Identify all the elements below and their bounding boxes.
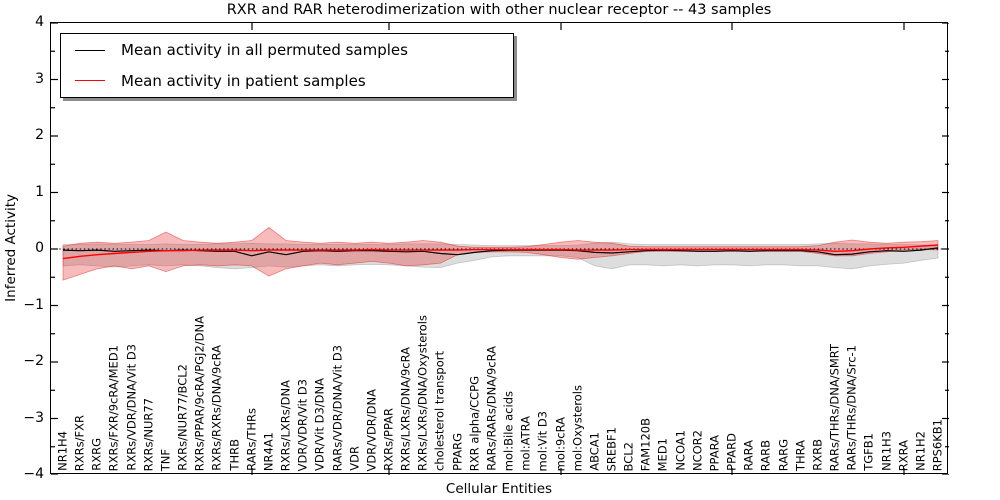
y-tick-label: 1	[35, 183, 44, 200]
y-tick-label: 4	[35, 14, 44, 30]
y-tick-label: 3	[35, 70, 44, 87]
legend: Mean activity in all permuted samples Me…	[60, 33, 514, 98]
patient-line-swatch	[75, 80, 105, 82]
permuted-line-swatch	[75, 49, 105, 51]
y-tick-label: −4	[23, 466, 44, 482]
y-tick-label: −3	[23, 409, 44, 426]
legend-label-patient: Mean activity in patient samples	[121, 71, 366, 90]
y-tick-label: −2	[23, 353, 44, 369]
legend-label-permuted: Mean activity in all permuted samples	[121, 41, 408, 60]
x-axis-label: Cellular Entities	[445, 481, 553, 497]
y-tick-label: 2	[35, 127, 44, 143]
patient-samples-range	[62, 226, 939, 281]
patient-mean-line	[62, 244, 939, 260]
legend-item-patient: Mean activity in patient samples	[61, 67, 513, 95]
chart-title: RXR and RAR heterodimerization with othe…	[226, 2, 772, 18]
permuted-mean-line	[62, 247, 939, 257]
plot-area: NR1H4 RXRs/FXR RXRG RXRs/FXR/9cRA/MED1 RXRs/…	[50, 22, 949, 475]
y-tick-label: −1	[23, 296, 44, 313]
legend-item-permuted: Mean activity in all permuted samples	[61, 36, 513, 64]
y-tick-label: 0	[35, 240, 44, 256]
plot-canvas	[51, 23, 949, 475]
